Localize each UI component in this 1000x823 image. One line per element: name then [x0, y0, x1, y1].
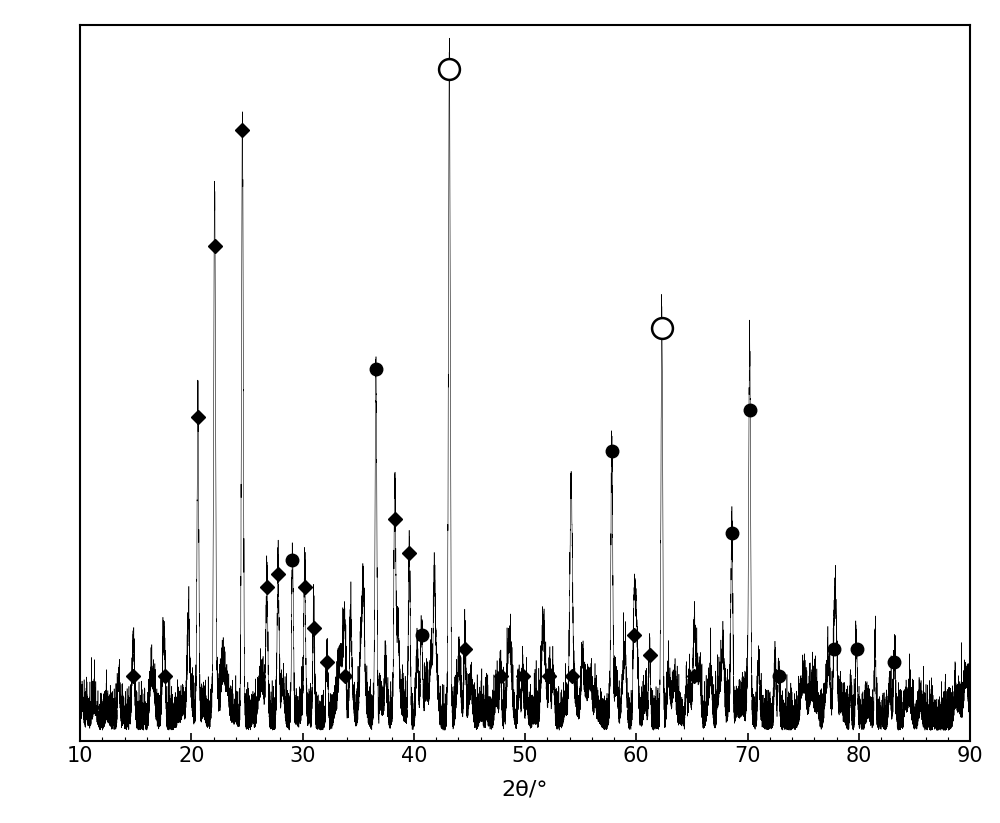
- X-axis label: 2θ/°: 2θ/°: [502, 779, 548, 799]
